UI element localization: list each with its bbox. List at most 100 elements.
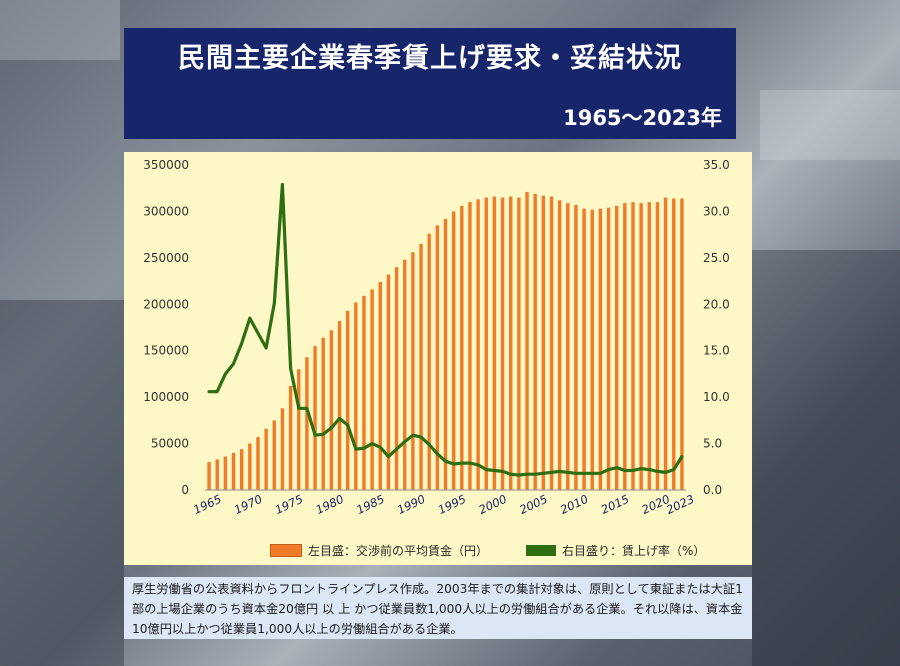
wage-bar <box>639 203 643 491</box>
background-beam <box>0 0 120 60</box>
wage-bar <box>394 267 399 490</box>
wage-bar <box>598 208 603 490</box>
x-axis-tick-label: 1975 <box>273 492 305 517</box>
legend-swatch-bar <box>270 544 302 557</box>
wage-bar <box>280 408 285 490</box>
wage-bar <box>386 274 391 490</box>
wage-bar <box>256 437 260 490</box>
chart-title: 民間主要企業春季賃上げ要求・妥結状況 <box>178 43 682 74</box>
wage-bar <box>215 459 219 490</box>
x-axis-tick-label: 1980 <box>313 492 345 517</box>
left-axis-tick-label: 50000 <box>151 437 189 451</box>
right-axis-tick-label: 25.0 <box>703 251 730 265</box>
wage-bar <box>663 197 668 490</box>
wage-bar <box>541 195 546 490</box>
wage-bar <box>297 369 301 490</box>
wage-bar <box>419 243 423 490</box>
wage-bar <box>264 428 268 490</box>
legend-label-wage: 左目盛：交渉前の平均賃金（円） <box>308 544 489 558</box>
wage-bar <box>549 196 554 491</box>
x-axis-tick-label: 1990 <box>395 492 427 517</box>
wage-bar <box>517 197 521 490</box>
wage-bar <box>655 202 660 490</box>
wage-increase-rate-line <box>207 182 684 477</box>
left-axis-tick-label: 350000 <box>143 158 189 172</box>
wage-bar <box>492 196 497 491</box>
wage-bar <box>321 337 325 490</box>
right-axis-tick-label: 5.0 <box>703 437 722 451</box>
left-axis-tick-label: 250000 <box>143 251 189 265</box>
wage-bar <box>574 204 578 490</box>
chart-period: 1965〜2023年 <box>563 106 722 130</box>
title-banner: 民間主要企業春季賃上げ要求・妥結状況 1965〜2023年 <box>124 28 736 139</box>
x-axis-tick-label: 1995 <box>436 492 468 517</box>
x-axis-tick-label: 1970 <box>232 492 264 517</box>
wage-bar <box>272 420 277 490</box>
x-axis-tick-label: 2000 <box>476 492 508 517</box>
legend: 左目盛：交渉前の平均賃金（円） 右目盛り：賃上げ率（%） <box>270 542 705 559</box>
wage-bar <box>378 282 382 490</box>
wage-bar <box>582 208 586 490</box>
wage-bar <box>614 205 619 490</box>
right-axis-tick-label: 0.0 <box>703 483 722 497</box>
wage-bar <box>427 233 431 490</box>
wage-bar <box>484 197 488 490</box>
wage-bar <box>370 289 374 490</box>
left-axis-tick-label: 300000 <box>143 204 189 218</box>
legend-swatch-line <box>526 545 557 556</box>
wage-bar <box>443 218 448 490</box>
wage-bar <box>451 211 456 490</box>
wage-bar <box>362 295 366 490</box>
background-beam <box>760 90 900 160</box>
right-axis-tick-label: 15.0 <box>703 344 730 358</box>
wage-bar <box>533 193 537 491</box>
left-axis-tick-label: 150000 <box>143 344 189 358</box>
right-axis-tick-label: 20.0 <box>703 297 730 311</box>
source-note: 厚生労働省の公表資料からフロントラインプレス作成。2003年までの集計対象は、原… <box>124 577 752 639</box>
wage-bar <box>288 386 293 490</box>
wage-bar <box>337 321 342 490</box>
wage-bar <box>313 346 317 490</box>
wage-bar <box>329 330 334 490</box>
right-axis-tick-label: 10.0 <box>703 390 730 404</box>
right-axis-tick-label: 30.0 <box>703 204 730 218</box>
x-axis-tick-label: 2005 <box>517 492 549 517</box>
wage-bar <box>231 452 236 490</box>
wage-bar <box>223 456 228 490</box>
line-series <box>207 182 684 477</box>
x-axis-tick-label: 2023 <box>664 492 696 517</box>
legend-item-wage: 左目盛：交渉前の平均賃金（円） <box>270 542 488 559</box>
wage-bar <box>525 191 529 490</box>
wage-bar <box>403 259 407 490</box>
wage-bar <box>680 198 684 490</box>
wage-bar <box>305 357 309 490</box>
wage-bar <box>631 202 635 490</box>
legend-label-rate: 右目盛り：賃上げ率（%） <box>562 544 706 558</box>
background-shadow <box>752 250 900 666</box>
wage-bar <box>647 202 652 490</box>
bar-series <box>207 191 684 491</box>
background-shadow <box>0 300 124 666</box>
right-axis-tick-label: 35.0 <box>703 158 730 172</box>
left-axis-tick-label: 0 <box>181 483 189 497</box>
wage-bar <box>345 310 350 490</box>
wage-bar <box>557 200 562 491</box>
wage-bar <box>606 207 611 490</box>
left-axis-tick-label: 200000 <box>143 297 189 311</box>
wage-bar <box>509 196 513 491</box>
wage-bar <box>500 197 505 490</box>
wage-bar <box>672 198 676 490</box>
legend-item-rate: 右目盛り：賃上げ率（%） <box>526 542 705 559</box>
x-axis-tick-label: 2010 <box>558 492 590 517</box>
x-axis-tick-label: 2015 <box>599 492 631 517</box>
wage-bar <box>411 252 415 490</box>
wage-bar <box>460 205 464 490</box>
wage-bar <box>566 203 570 491</box>
wage-bar <box>590 209 594 491</box>
wage-bar <box>476 199 480 490</box>
x-axis-tick-label: 1965 <box>191 492 223 517</box>
wage-bar <box>354 302 358 490</box>
wage-bar <box>435 225 440 490</box>
wage-bar <box>248 443 252 490</box>
wage-bar <box>468 202 472 490</box>
